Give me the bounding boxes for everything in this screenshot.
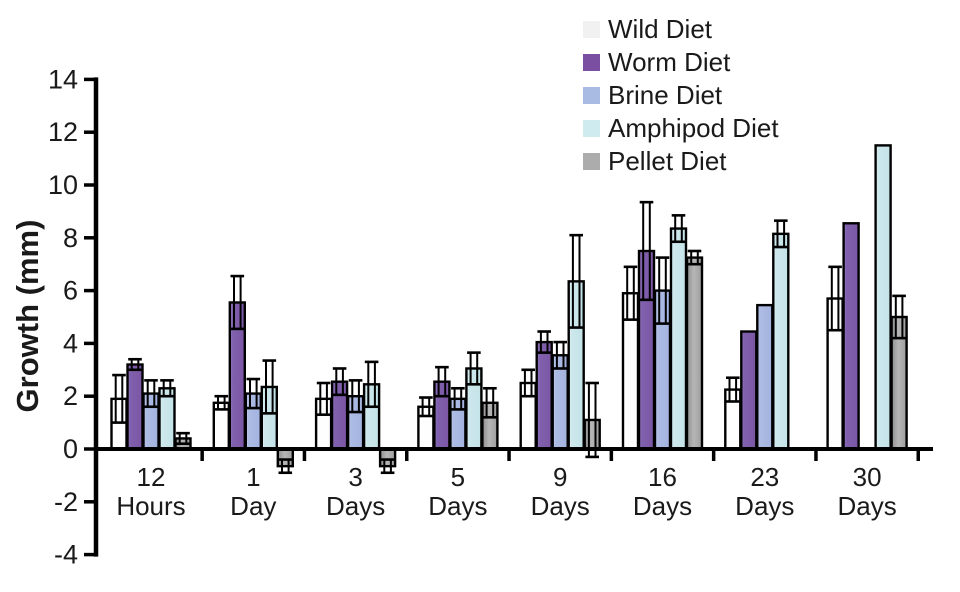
- bar-worm-diet-1-day: [228, 301, 247, 451]
- bar-worm-diet-5-days: [433, 380, 451, 451]
- legend-item-worm-diet: Worm Diet: [583, 46, 779, 79]
- legend-swatch-brine-diet: [583, 87, 600, 104]
- legend-label: Amphipod Diet: [608, 113, 779, 143]
- x-category-label: 12: [137, 462, 166, 492]
- x-category-label: 30: [853, 462, 882, 492]
- bar-pellet-diet-9-days: [583, 418, 601, 451]
- y-tick-label: 12: [48, 117, 78, 147]
- bars-layer: [110, 144, 908, 468]
- legend-label: Pellet Diet: [608, 146, 727, 176]
- bar-brine-diet-1-day: [244, 392, 263, 451]
- y-axis-label: Growth (mm): [10, 220, 45, 413]
- legend-item-wild-diet: Wild Diet: [583, 13, 779, 46]
- y-tick-label: 10: [48, 170, 78, 200]
- bar-wild-diet-23-days: [724, 388, 742, 451]
- bar-brine-diet-12-hours: [142, 392, 160, 451]
- y-tick-label: 6: [63, 276, 78, 306]
- y-tick-label: 0: [63, 434, 78, 464]
- bar-amphipod-diet-3-days: [362, 383, 381, 451]
- bar-wild-diet-9-days: [519, 381, 537, 451]
- bar-pellet-diet-5-days: [481, 401, 499, 451]
- x-category-label: 9: [553, 462, 567, 492]
- bar-pellet-diet-3-days: [378, 447, 397, 468]
- legend-swatch-pellet-diet: [583, 153, 600, 170]
- bar-brine-diet-3-days: [346, 395, 365, 451]
- y-tick-label: 8: [63, 223, 78, 253]
- legend-label: Wild Diet: [608, 14, 713, 44]
- x-category-label: Days: [531, 491, 590, 521]
- bar-wild-diet-12-hours: [110, 397, 128, 451]
- bar-worm-diet-23-days: [740, 330, 758, 451]
- error-bars-layer: [112, 200, 906, 475]
- bar-wild-diet-5-days: [417, 405, 435, 451]
- x-category-label: Days: [633, 491, 692, 521]
- bar-worm-diet-3-days: [330, 380, 349, 451]
- chart-legend: Wild Diet Worm Diet Brine Diet Amphipod Die…: [583, 13, 779, 178]
- legend-swatch-wild-diet: [583, 21, 600, 38]
- x-category-label: Days: [428, 491, 487, 521]
- bar-pellet-diet-16-days: [685, 256, 704, 451]
- legend-swatch-amphipod-diet: [583, 120, 600, 137]
- x-category-label: Hours: [116, 491, 185, 521]
- y-tick-label: -4: [54, 540, 78, 570]
- bar-worm-diet-9-days: [535, 340, 553, 451]
- bar-wild-diet-3-days: [314, 397, 333, 451]
- bar-brine-diet-5-days: [449, 397, 467, 451]
- legend-label: Worm Diet: [608, 47, 731, 77]
- x-category-label: 16: [648, 462, 677, 492]
- bar-amphipod-diet-9-days: [567, 280, 585, 451]
- bar-amphipod-diet-23-days: [772, 232, 790, 451]
- bar-amphipod-diet-5-days: [465, 367, 483, 451]
- x-category-label: Days: [837, 491, 896, 521]
- y-tick-label: 2: [63, 381, 78, 411]
- bar-worm-diet-30-days: [842, 222, 860, 451]
- x-category-label: 1: [246, 462, 260, 492]
- y-tick-label: -2: [54, 487, 78, 517]
- bar-brine-diet-16-days: [653, 289, 672, 451]
- x-axis-labels: 12Hours1Day3Days5Days9Days16Days23Days30…: [116, 462, 896, 521]
- legend-item-brine-diet: Brine Diet: [583, 79, 779, 112]
- x-category-label: Days: [326, 491, 385, 521]
- legend-swatch-worm-diet: [583, 54, 600, 71]
- bar-worm-diet-16-days: [637, 249, 656, 451]
- bar-amphipod-diet-16-days: [669, 227, 688, 451]
- bar-amphipod-diet-1-day: [260, 385, 278, 451]
- bar-brine-diet-23-days: [756, 303, 774, 451]
- legend-item-pellet-diet: Pellet Diet: [583, 145, 779, 178]
- bar-wild-diet-16-days: [621, 292, 640, 451]
- bar-wild-diet-30-days: [826, 297, 844, 451]
- x-category-label: Day: [230, 491, 276, 521]
- axes-layer: 14 12 10 8 6 4 2 0 -2 -4: [48, 64, 933, 570]
- bar-amphipod-diet-30-days: [874, 144, 892, 451]
- bar-worm-diet-12-hours: [126, 363, 144, 451]
- x-category-label: 5: [451, 462, 465, 492]
- x-category-label: 23: [750, 462, 779, 492]
- bar-pellet-diet-1-day: [276, 447, 294, 468]
- y-tick-label: 4: [63, 328, 78, 358]
- x-category-label: 3: [348, 462, 362, 492]
- legend-item-amphipod-diet: Amphipod Diet: [583, 112, 779, 145]
- legend-label: Brine Diet: [608, 80, 723, 110]
- y-tick-label: 14: [48, 64, 78, 94]
- bar-pellet-diet-30-days: [890, 315, 908, 451]
- x-category-label: Days: [735, 491, 794, 521]
